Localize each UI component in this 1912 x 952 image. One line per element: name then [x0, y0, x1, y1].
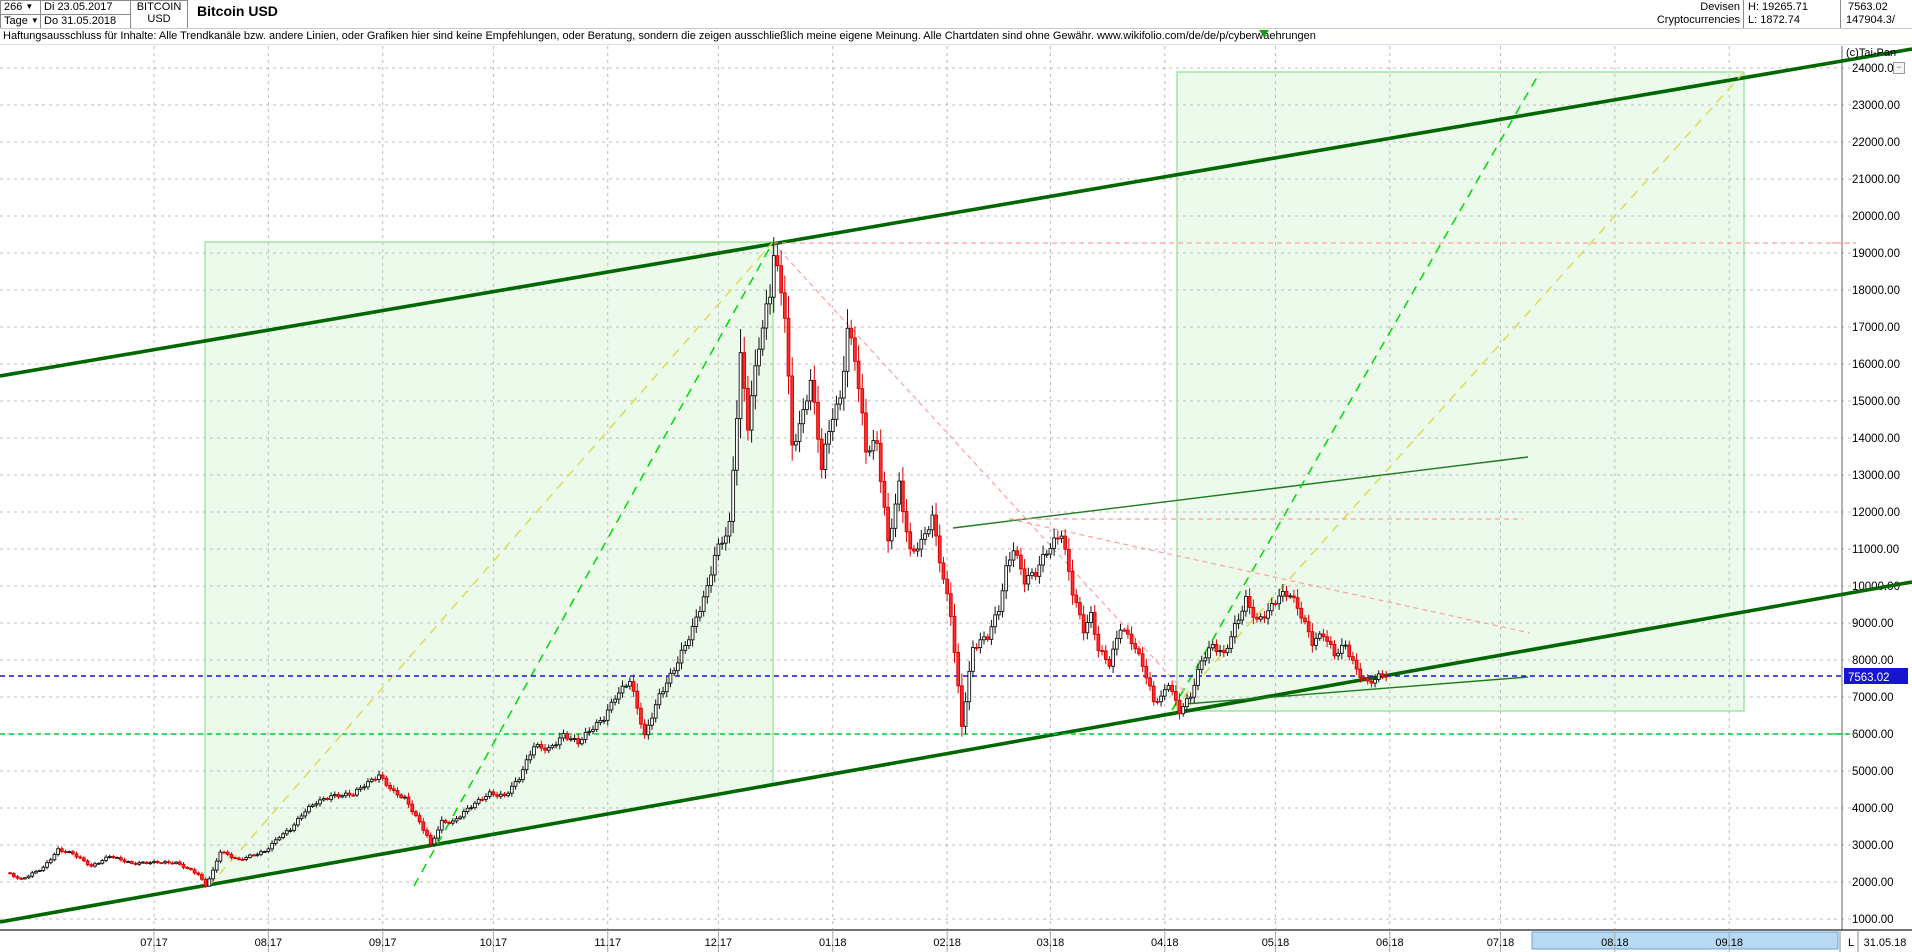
y-axis-label: 18000.00	[1852, 285, 1900, 297]
date-from-field[interactable]: Di 23.05.2017	[40, 0, 131, 15]
bars-count-dropdown[interactable]: 266 ▼	[0, 0, 41, 15]
header-divider	[1743, 0, 1744, 28]
bars-count-value: 266	[4, 1, 23, 13]
x-axis-label: 01.18	[819, 937, 847, 949]
x-axis-label: 03.18	[1037, 937, 1065, 949]
symbol-name: BITCOIN	[136, 1, 182, 13]
march-resistance-line	[952, 456, 1529, 529]
x-axis-label: 08.18	[1601, 937, 1629, 949]
x-axis-label: 05.18	[1262, 937, 1290, 949]
x-axis-label: 10.17	[480, 937, 508, 949]
y-axis-label: 24000.00	[1852, 63, 1900, 75]
disclaimer-text: Haftungsausschluss für Inhalte: Alle Tre…	[3, 30, 1316, 42]
end-date-label: 31.05.18	[1864, 937, 1907, 949]
x-axis-label: 02.18	[933, 937, 961, 949]
trend-zones	[204, 71, 1745, 886]
x-axis-label: 07.18	[1487, 937, 1515, 949]
collapse-icon[interactable]: −	[1893, 62, 1905, 74]
y-axis-label: 3000.00	[1852, 840, 1894, 852]
y-axis-label: 22000.00	[1852, 137, 1900, 149]
visible-range-scrollbar[interactable]	[1531, 931, 1839, 950]
copyright-label: (c)Tai-Pan	[1846, 47, 1897, 59]
dropdown-icon: ▼	[25, 2, 34, 11]
header-divider	[1840, 0, 1841, 28]
x-axis-label: 09.18	[1715, 937, 1743, 949]
fan-green-right	[1171, 71, 1541, 711]
y-axis-label: 13000.00	[1852, 470, 1900, 482]
y-axis: 24000.00 23000.00 22000.00 21000.00 20000.00…	[1841, 46, 1900, 930]
y-axis-label: 2000.00	[1852, 877, 1894, 889]
header-bottom-border	[0, 28, 1912, 29]
y-axis-label: 21000.00	[1852, 174, 1900, 186]
category-label-2: Cryptocurrencies	[1656, 14, 1740, 26]
y-axis-label: 9000.00	[1852, 618, 1894, 630]
date-to-value: Do 31.05.2018	[44, 15, 117, 27]
y-axis-label: 7000.00	[1852, 692, 1894, 704]
x-axis-label: 12.17	[705, 937, 733, 949]
last-price-tag: 7563.02	[1844, 668, 1908, 684]
lower-channel-line	[0, 580, 1912, 924]
x-axis-label: 04.18	[1151, 937, 1179, 949]
x-axis: 07.17 08.17 09.17 10.17 11.17 12.17 01.18 02.18…	[0, 929, 1912, 952]
y-axis-label: 8000.00	[1852, 655, 1894, 667]
y-axis-label: 6000.00	[1852, 729, 1894, 741]
range-high-label: H: 19265.71	[1748, 1, 1808, 13]
period-dropdown[interactable]: Tage ▼	[0, 14, 41, 29]
y-axis-label: 17000.00	[1852, 322, 1900, 334]
disclaimer-bar: Haftungsausschluss für Inhalte: Alle Tre…	[0, 29, 1912, 45]
candlesticks	[8, 237, 1388, 888]
last-price-value: 7563.02	[1848, 1, 1888, 13]
y-axis-label: 14000.00	[1852, 433, 1900, 445]
page-title: Bitcoin USD	[197, 3, 278, 19]
upper-channel-line	[0, 47, 1912, 378]
marker-triangle-icon	[1259, 30, 1269, 37]
x-axis-label: 06.18	[1376, 937, 1404, 949]
y-axis-label: 5000.00	[1852, 766, 1894, 778]
low-marker-label: L	[1848, 937, 1854, 949]
fan-pink-from-peak	[772, 242, 1193, 701]
y-axis-label: 23000.00	[1852, 100, 1900, 112]
symbol-currency: USD	[147, 13, 171, 25]
dropdown-icon: ▼	[30, 16, 39, 25]
date-from-value: Di 23.05.2017	[44, 1, 113, 13]
y-axis-label: 20000.00	[1852, 211, 1900, 223]
x-axis-label: 09.17	[369, 937, 397, 949]
y-axis-label: 12000.00	[1852, 507, 1900, 519]
y-axis-label: 4000.00	[1852, 803, 1894, 815]
fan-green-left	[413, 241, 774, 887]
trend-channel-zone-2	[1176, 71, 1745, 712]
x-axis-label: 07.17	[140, 937, 168, 949]
range-low-label: L: 1872.74	[1748, 14, 1800, 26]
volume-value: 147904.3/	[1846, 14, 1895, 26]
date-to-field[interactable]: Do 31.05.2018	[40, 14, 131, 29]
y-axis-label: 1000.00	[1852, 914, 1894, 926]
fan-pink-from-march-high	[1008, 518, 1531, 634]
y-axis-label: 19000.00	[1852, 248, 1900, 260]
y-axis-label: 15000.00	[1852, 396, 1900, 408]
trend-lines	[0, 47, 1912, 924]
y-axis-label: 11000.00	[1852, 544, 1899, 556]
april-support-line	[1184, 676, 1529, 705]
x-axis-label: 08.17	[255, 937, 283, 949]
period-value: Tage	[4, 15, 28, 27]
svg-text:7563.02: 7563.02	[1848, 672, 1890, 684]
category-label-1: Devisen	[1700, 1, 1740, 13]
x-axis-label: 11.17	[594, 937, 621, 949]
symbol-box: BITCOIN USD	[130, 0, 188, 29]
y-axis-label: 16000.00	[1852, 359, 1900, 371]
